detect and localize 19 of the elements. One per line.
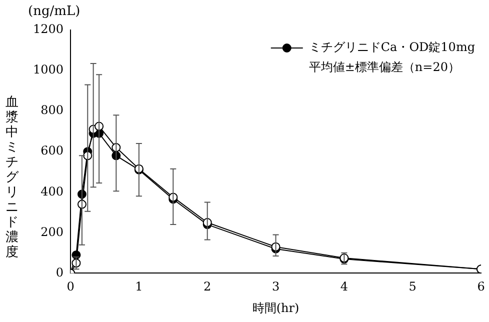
y-tick-label: 1000 — [32, 62, 64, 77]
y-tick-label: 800 — [40, 103, 64, 118]
annotation: 平均値±標準偏差（n=20） — [308, 60, 460, 74]
y-tick-label: 200 — [40, 224, 64, 239]
x-tick-label: 0 — [66, 280, 74, 294]
x-tick-label: 1 — [135, 280, 143, 294]
x-tick-label: 4 — [340, 280, 348, 294]
legend-label: ミチグリニドCa・OD錠10mg — [308, 40, 476, 54]
x-axis-title: 時間(hr) — [252, 300, 300, 315]
x-tick-label: 3 — [272, 280, 280, 294]
y-tick-label: 1200 — [32, 22, 64, 36]
text: 血漿中ミチグリニド濃度 — [6, 95, 18, 260]
y-tick-label: 400 — [40, 184, 64, 198]
x-tick-label: 6 — [477, 280, 485, 294]
y-tick-label: 0 — [56, 265, 64, 280]
x-tick-label: 2 — [204, 280, 212, 294]
x-tick-label: 5 — [408, 280, 416, 294]
y-tick-label: 600 — [40, 144, 64, 158]
text: (ng/mL) — [28, 4, 80, 19]
